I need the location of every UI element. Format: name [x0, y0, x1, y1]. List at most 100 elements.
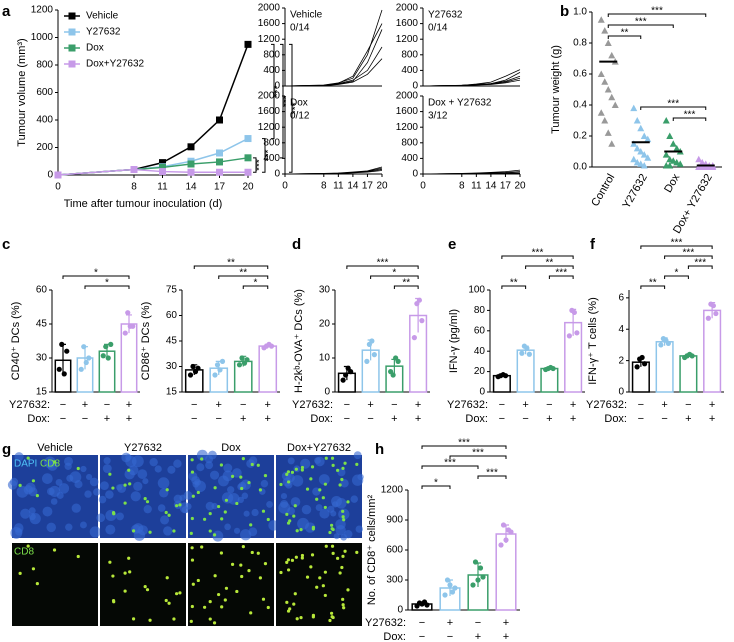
panel-count: 0/14	[290, 23, 310, 34]
nucleus	[285, 481, 293, 489]
sig-bracket	[271, 43, 275, 140]
nucleus	[318, 474, 330, 485]
cd8-cell	[309, 477, 313, 481]
point	[190, 363, 196, 370]
treatment-sign: +	[570, 413, 576, 425]
line	[422, 75, 521, 87]
cd8-cell	[203, 517, 207, 521]
y-tick-label: 20	[319, 319, 331, 330]
point	[340, 377, 346, 383]
nucleus	[50, 498, 58, 505]
cd8-cell	[315, 497, 319, 501]
treatment-sign: +	[447, 617, 453, 629]
cd8-cell	[294, 555, 298, 559]
cd8-cell	[223, 510, 227, 514]
line	[284, 167, 383, 175]
cd8-cell	[18, 483, 22, 487]
nucleus	[154, 465, 162, 473]
cd8-cell	[196, 490, 200, 495]
treatment-sign: −	[546, 399, 552, 411]
y-axis-label: CD40⁺ DCs (%)	[10, 302, 22, 381]
nucleus	[301, 504, 312, 515]
panel-count: 3/12	[428, 111, 448, 122]
cd8-cell	[293, 592, 297, 596]
cd8-cell	[323, 482, 327, 486]
point	[676, 160, 684, 167]
y-tick-label: 0	[324, 387, 330, 398]
point	[61, 371, 67, 377]
cd8-cell	[346, 588, 350, 592]
cd8-cell	[321, 584, 325, 588]
sig-bracket	[421, 485, 451, 489]
cd8-cell	[241, 544, 245, 549]
cd8-cell	[343, 549, 347, 553]
nucleus	[80, 521, 87, 529]
point	[710, 303, 716, 309]
cd8-cell	[224, 498, 229, 502]
y-axis-label: H-2kᵇ-OVA⁺ DCs (%)	[293, 289, 305, 393]
line	[57, 168, 248, 176]
y-tick-label: 2000	[396, 3, 419, 14]
x-tick-label: 17	[500, 181, 512, 192]
y-tick-label: 60	[474, 325, 486, 336]
treatment-sign: +	[367, 399, 373, 411]
bar	[679, 355, 698, 393]
cd8-cell	[223, 598, 227, 602]
treatment-sign: +	[240, 413, 246, 425]
panel-label: e	[448, 236, 456, 253]
point	[634, 364, 640, 370]
y-tick-label: 800	[263, 49, 280, 60]
sig-label: **	[239, 268, 247, 279]
cd8-cell	[341, 554, 345, 558]
x-tick-label: 0	[55, 182, 61, 193]
nucleus	[102, 464, 112, 473]
cd8-cell	[167, 601, 171, 605]
point	[673, 144, 681, 152]
sig-label: ***	[444, 458, 456, 469]
cd8-cell	[336, 556, 340, 560]
treatment-sign: −	[419, 617, 425, 629]
marker	[216, 149, 223, 157]
nucleus	[205, 501, 215, 511]
cd8-cell	[330, 611, 334, 615]
sig-bracket	[421, 445, 507, 449]
nucleus	[183, 491, 193, 500]
bar	[540, 367, 559, 393]
cd8-cell	[143, 584, 147, 589]
cd8-cell	[305, 575, 310, 579]
cd8-cell	[190, 546, 194, 550]
cd8-cell	[208, 512, 212, 516]
treatment-sign: −	[499, 413, 505, 425]
y-tick-label: 2000	[396, 91, 419, 102]
cd8-cell	[190, 558, 195, 562]
treatment-sign: +	[82, 399, 88, 411]
cd8-cell	[355, 550, 359, 554]
point	[644, 135, 652, 143]
micrograph	[276, 455, 362, 538]
point	[212, 372, 218, 378]
point	[100, 353, 106, 359]
cd8-cell	[213, 574, 217, 578]
y-axis-label: No. of CD8⁺ cells/mm²	[366, 495, 378, 606]
sig-bracket	[501, 285, 527, 289]
cd8-cell	[172, 529, 176, 533]
nucleus	[14, 452, 24, 462]
y-tick-label: 1200	[258, 34, 281, 45]
cd8-cell	[324, 544, 328, 548]
sig-label: **	[621, 28, 629, 39]
point	[665, 340, 671, 346]
y-tick-label: 1.0	[573, 7, 587, 18]
nucleus	[290, 497, 301, 507]
treatment-sign: +	[126, 413, 132, 425]
nucleus	[340, 479, 349, 488]
point	[424, 602, 430, 608]
cd8-cell	[230, 474, 235, 478]
point	[644, 154, 652, 161]
cd8-cell	[26, 544, 30, 548]
point	[604, 39, 612, 46]
cd8-cell	[128, 570, 132, 574]
nucleus	[209, 470, 220, 480]
nucleus	[241, 492, 249, 500]
treatment-label: Dox:	[310, 413, 333, 425]
sig-label: ***	[651, 6, 663, 17]
